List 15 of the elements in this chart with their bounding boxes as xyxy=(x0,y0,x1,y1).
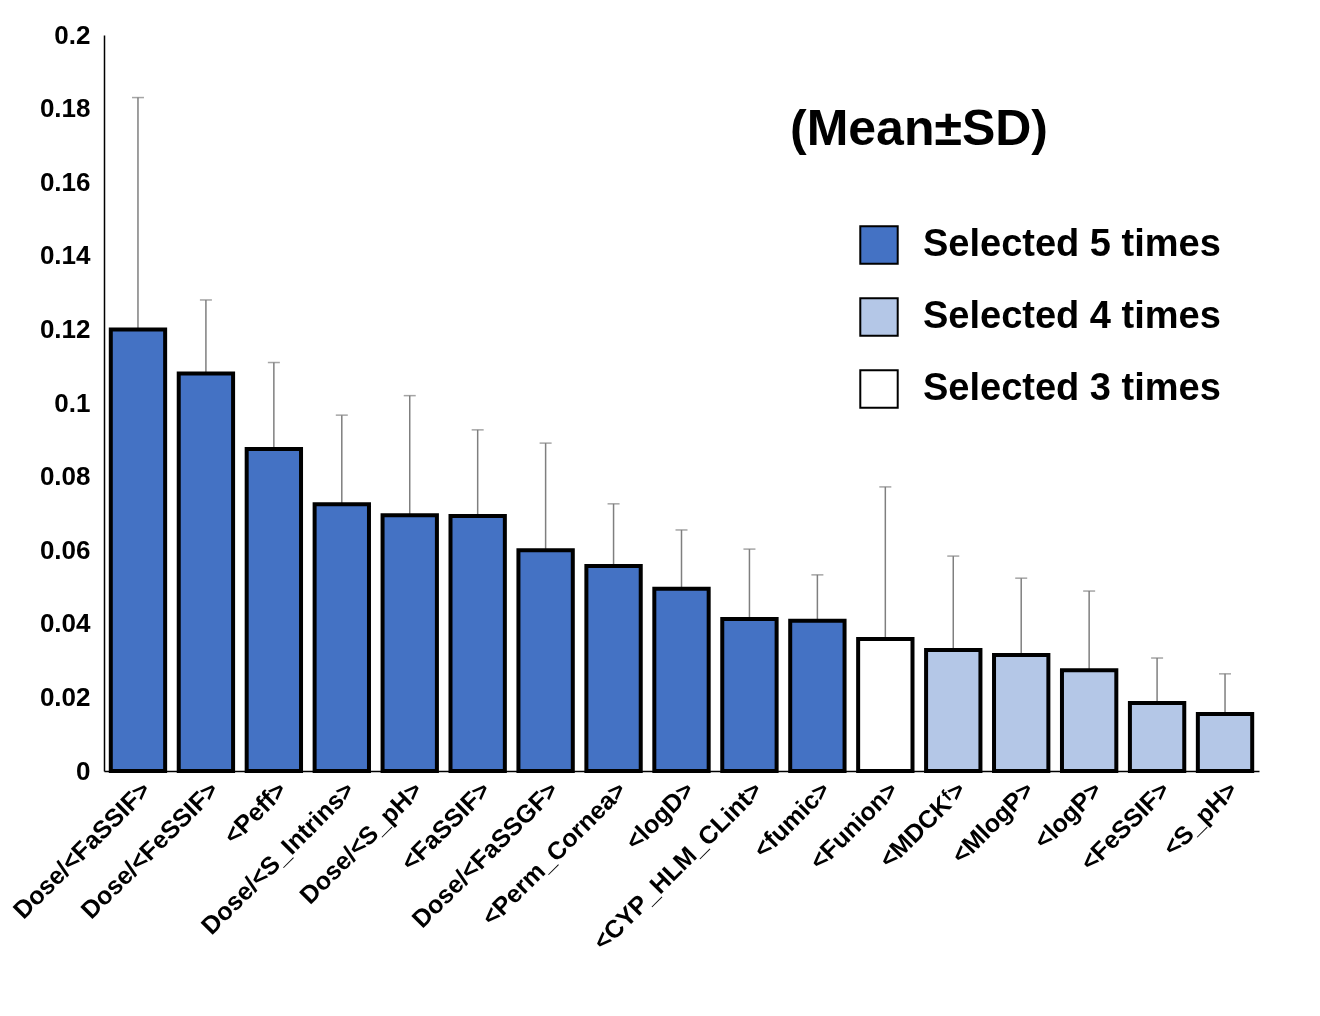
legend-label: Selected 4 times xyxy=(923,294,1221,336)
y-tick-label: 0.14 xyxy=(39,240,92,271)
legend-label: Selected 5 times xyxy=(923,222,1221,264)
y-tick-label: 0.18 xyxy=(39,93,91,124)
y-tick-label: 0.08 xyxy=(39,461,91,492)
y-tick-label: 0.06 xyxy=(39,534,91,565)
y-tick-label: 0 xyxy=(76,755,91,786)
y-tick-label: 0.12 xyxy=(39,313,91,344)
y-tick-label: 0.2 xyxy=(54,19,91,50)
legend-label: Selected 3 times xyxy=(923,366,1221,408)
annotation: (Mean±SD) xyxy=(789,100,1049,156)
y-tick-label: 0.04 xyxy=(39,608,92,639)
y-tick-label: 0.16 xyxy=(39,166,91,197)
y-tick-label: 0.02 xyxy=(39,681,91,712)
y-tick-label: 0.1 xyxy=(54,387,91,418)
